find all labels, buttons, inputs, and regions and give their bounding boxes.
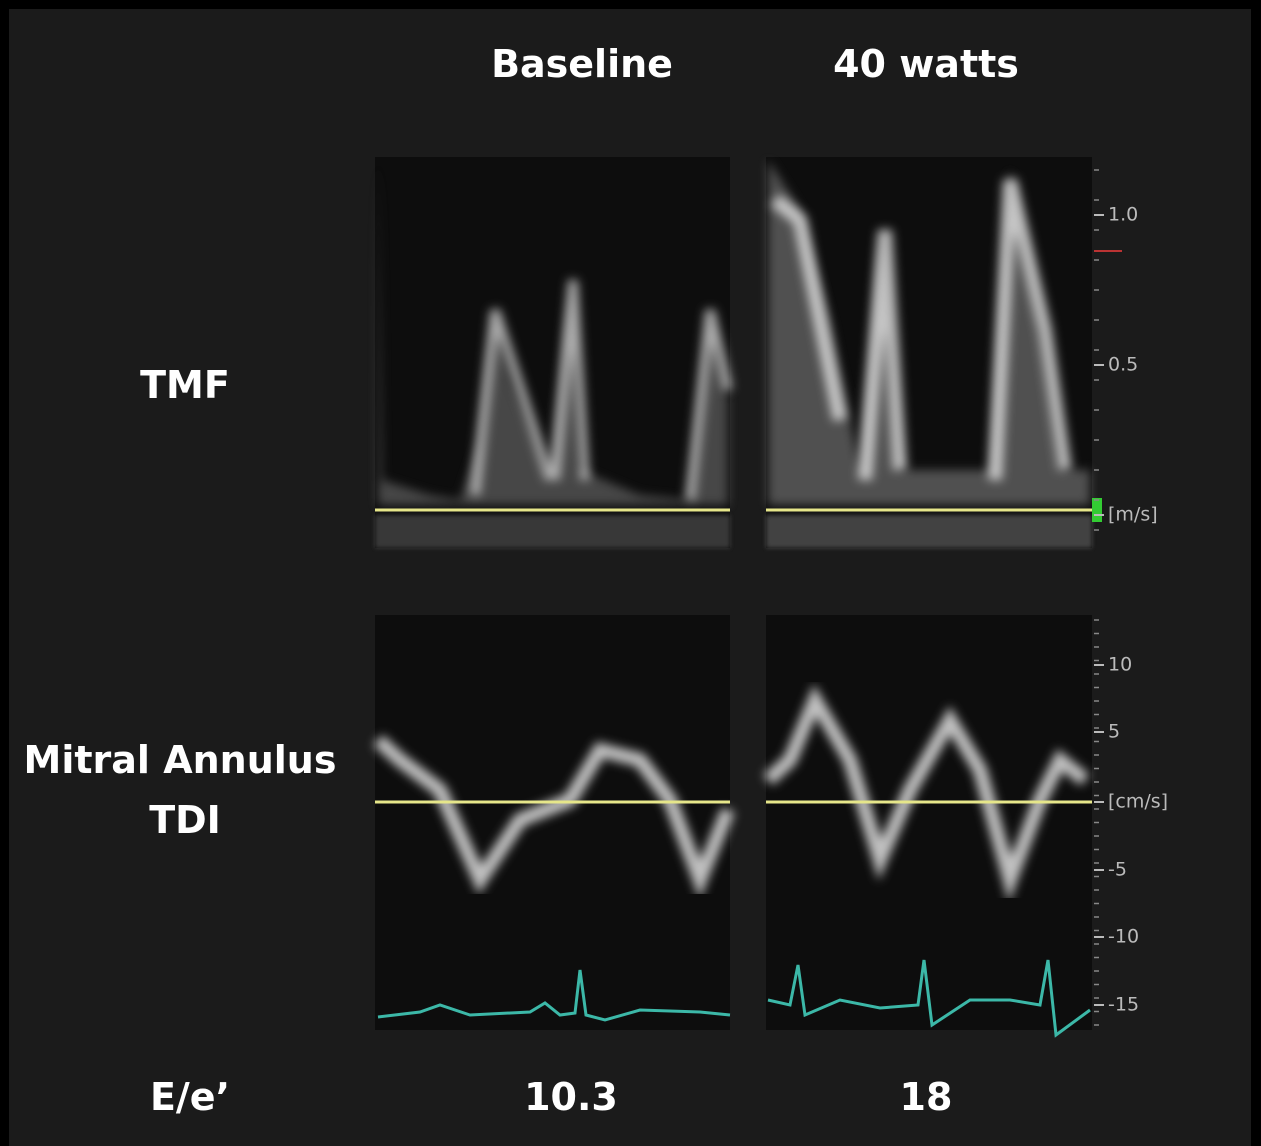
scale-label: -5 [1108, 859, 1127, 881]
scale-label: [m/s] [1108, 504, 1158, 526]
scale-label: 1.0 [1108, 204, 1138, 226]
tdi-40w-image [763, 615, 1092, 1038]
column-header: 40 watts [833, 42, 1019, 86]
scale-label: -10 [1108, 926, 1139, 948]
row-label: TMF [140, 363, 230, 407]
row-label: Mitral Annulus [24, 738, 337, 782]
column-header: Baseline [491, 42, 673, 86]
scale-label: 0.5 [1108, 354, 1138, 376]
tmf-baseline-image [375, 157, 733, 548]
scale-label: -15 [1108, 994, 1139, 1016]
ratio-value: 10.3 [524, 1075, 618, 1119]
row-label: TDI [149, 798, 221, 842]
tmf-40w-image [766, 157, 1102, 548]
scale-label: 10 [1108, 654, 1132, 676]
scale-label: 5 [1108, 721, 1120, 743]
ratio-label: E/e’ [150, 1075, 230, 1119]
scale-label: [cm/s] [1108, 791, 1168, 813]
tdi-baseline-image [373, 615, 735, 1030]
ratio-value: 18 [900, 1075, 953, 1119]
